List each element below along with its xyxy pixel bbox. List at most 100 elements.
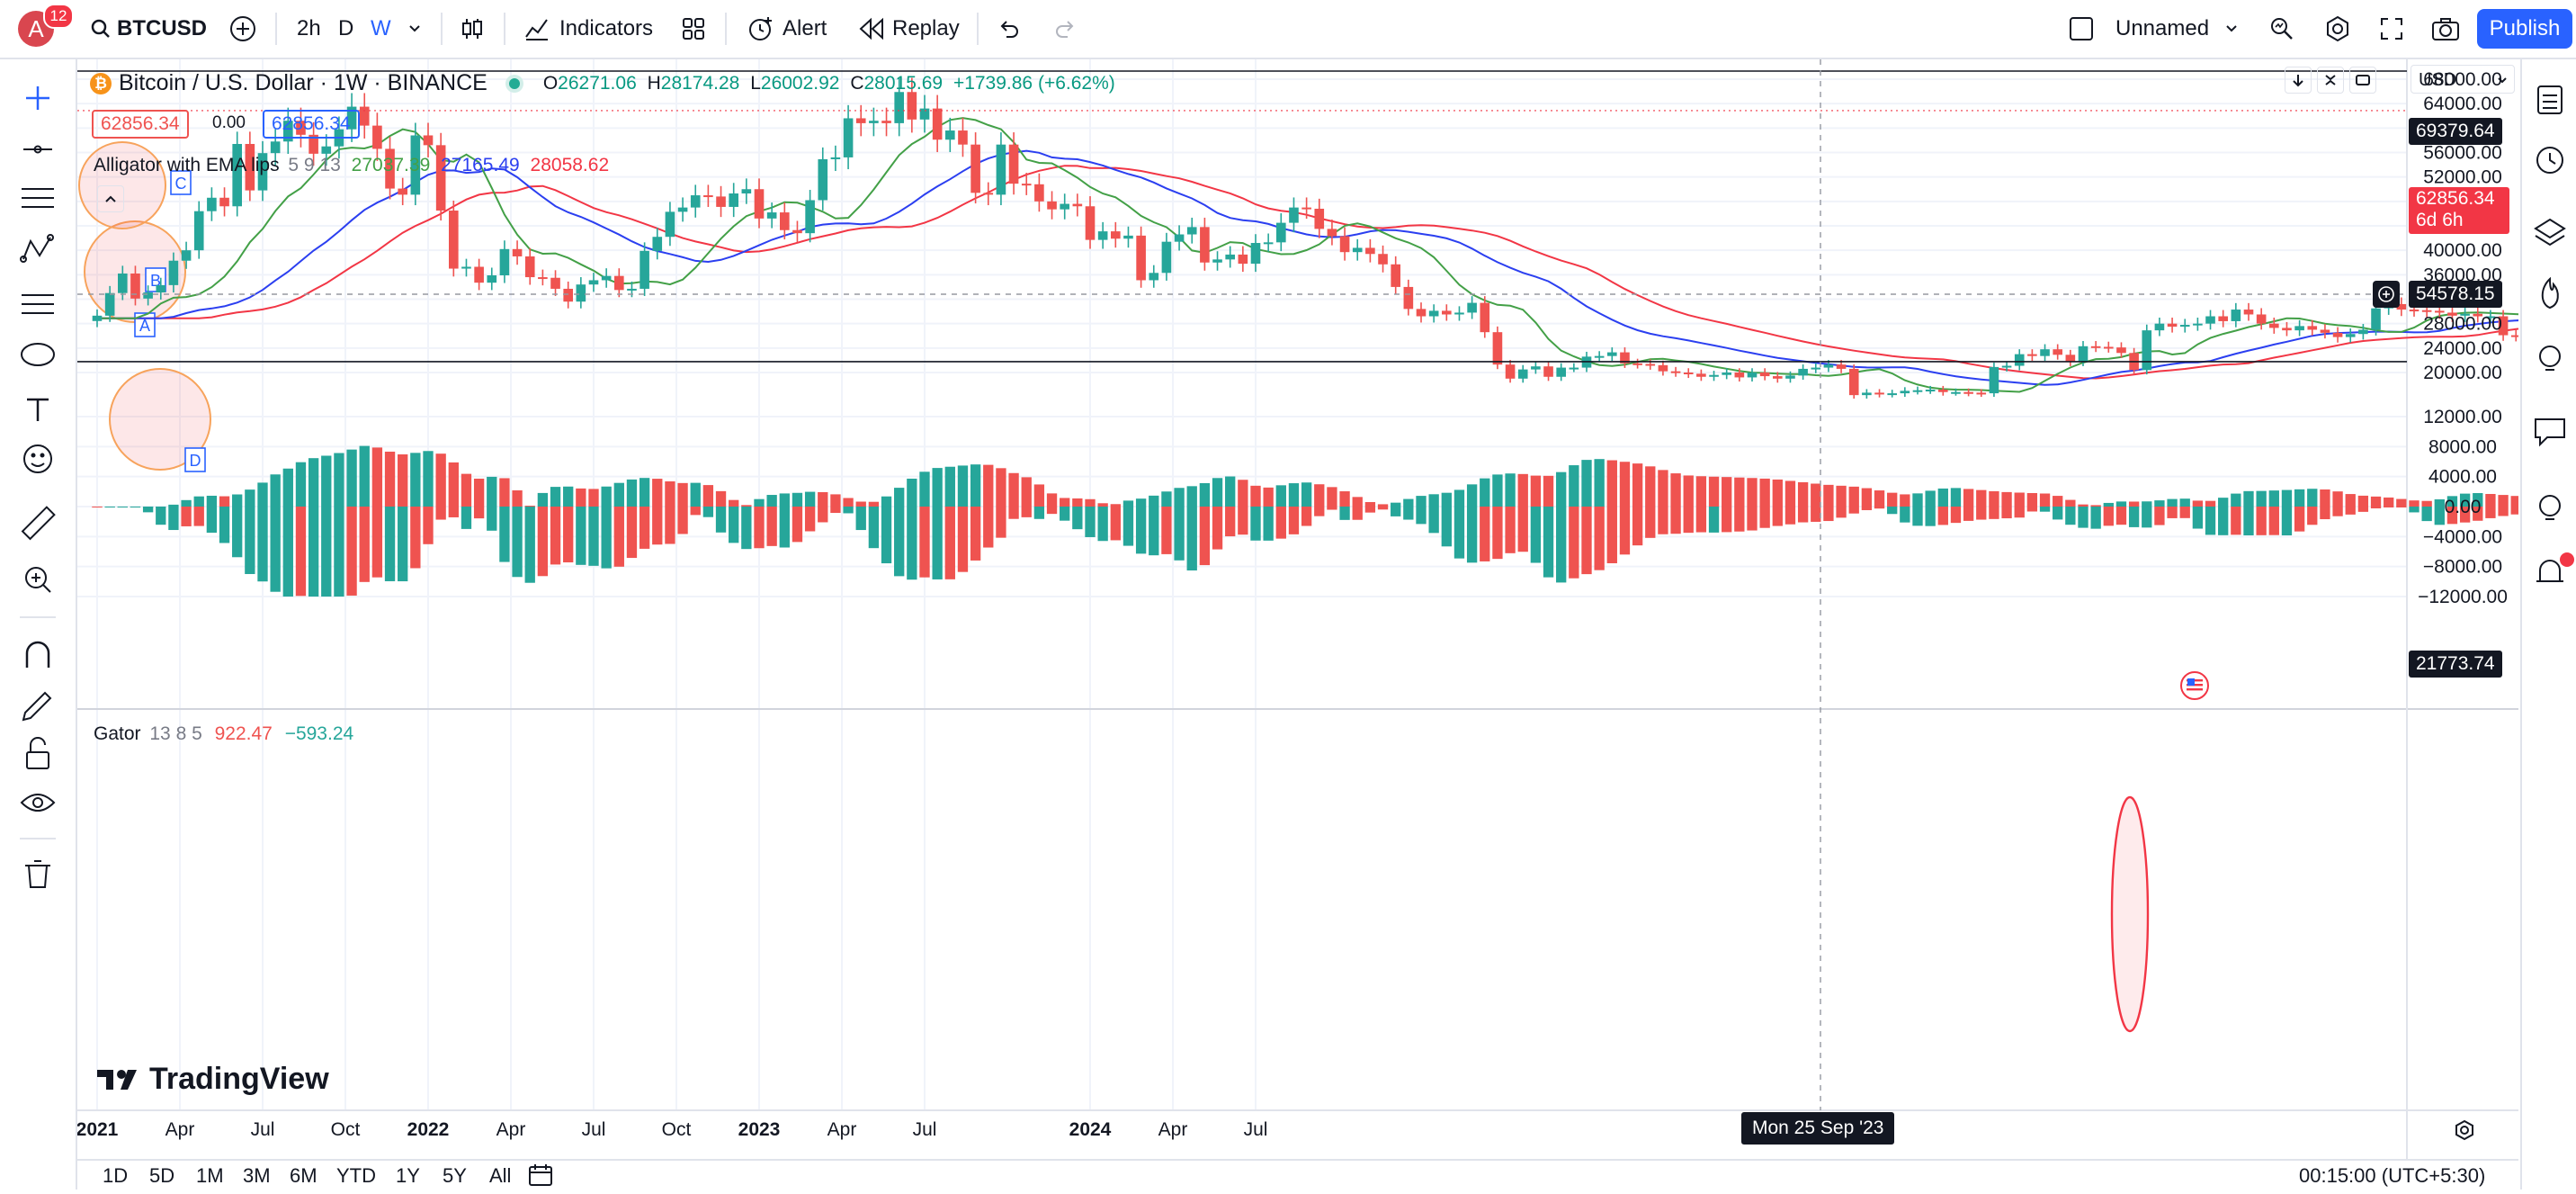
- range-button-1y[interactable]: 1Y: [396, 1164, 420, 1187]
- pattern-point-box[interactable]: [184, 447, 206, 472]
- pane-restore-button[interactable]: [2349, 67, 2376, 94]
- emoji-tool-icon[interactable]: [23, 444, 52, 473]
- candle-body: [2320, 329, 2330, 333]
- candle-body: [2460, 313, 2470, 316]
- horizontal-lines-tool-icon[interactable]: [22, 188, 54, 208]
- symbol-legend[interactable]: ₿ Bitcoin / U.S. Dollar · 1W · BINANCE O…: [90, 70, 1115, 96]
- pane-down-button[interactable]: [2285, 67, 2312, 94]
- gator-legend[interactable]: Gator 13 8 5 922.47 −593.24: [94, 723, 353, 745]
- gator-lower-bar: [2090, 507, 2101, 529]
- stay-in-drawing-mode-icon[interactable]: [22, 691, 52, 722]
- notifications-badge[interactable]: 12: [43, 4, 74, 29]
- range-button-all[interactable]: All: [489, 1164, 512, 1187]
- timezone-clock[interactable]: 00:15:00 (UTC+5:30): [2299, 1164, 2486, 1187]
- time-axis-settings-button[interactable]: [2452, 1118, 2477, 1143]
- collapse-legend-button[interactable]: [97, 185, 124, 212]
- pattern-circle[interactable]: [109, 368, 211, 471]
- shapes-tool-icon[interactable]: [21, 343, 55, 366]
- horizontal-lines[interactable]: [77, 70, 2407, 363]
- range-button-5y[interactable]: 5Y: [443, 1164, 467, 1187]
- text-tool-icon[interactable]: [27, 398, 49, 421]
- candle-body: [576, 284, 586, 302]
- gator-upper-bar: [2026, 492, 2038, 507]
- tradingview-watermark[interactable]: TradingView: [97, 1062, 329, 1097]
- gator-upper-bar: [2294, 489, 2305, 507]
- range-button-1d[interactable]: 1D: [103, 1164, 129, 1187]
- range-button-ytd[interactable]: YTD: [336, 1164, 376, 1187]
- interval-d-button[interactable]: D: [338, 16, 354, 40]
- ruler-tool-icon[interactable]: [21, 506, 56, 541]
- compare-symbol-button[interactable]: [228, 14, 257, 43]
- gator-upper-bar: [384, 451, 396, 507]
- fib-tool-icon[interactable]: [22, 294, 54, 314]
- range-button-3m[interactable]: 3M: [243, 1164, 271, 1187]
- pattern-point-box[interactable]: [170, 170, 192, 195]
- select-layout-checkbox[interactable]: [2067, 14, 2096, 43]
- gator-tick-label: −8000.00: [2423, 557, 2502, 578]
- undo-button[interactable]: [995, 14, 1024, 43]
- candles-layer[interactable]: [92, 77, 2518, 399]
- pane-maximize-button[interactable]: [2317, 67, 2344, 94]
- alligator-legend[interactable]: Alligator with EMA lips 5 9 13 27037.39 …: [94, 155, 609, 176]
- symbol-search-button[interactable]: BTCUSD: [90, 0, 207, 58]
- interval-w-button[interactable]: W: [371, 16, 391, 40]
- layout-name-button[interactable]: Unnamed: [2115, 0, 2240, 58]
- chart-type-button[interactable]: [457, 14, 487, 43]
- snapshot-button[interactable]: [2430, 14, 2461, 43]
- gator-lower-bar: [1683, 507, 1694, 534]
- settings-button[interactable]: [2322, 14, 2353, 43]
- alert-button[interactable]: Alert: [747, 0, 827, 58]
- crosshair-tool-icon[interactable]: [26, 86, 49, 110]
- clock-icon[interactable]: [2536, 147, 2563, 174]
- trash-icon[interactable]: [25, 860, 50, 888]
- fullscreen-button[interactable]: [2376, 14, 2407, 43]
- crosshair-add-button[interactable]: [2373, 281, 2400, 308]
- interval-2h-button[interactable]: 2h: [297, 16, 321, 40]
- templates-button[interactable]: [678, 14, 709, 43]
- gator-upper-bar: [1683, 475, 1694, 507]
- currency-selector[interactable]: USD: [2411, 65, 2515, 94]
- gator-upper-bar: [1416, 496, 1427, 507]
- range-button-6m[interactable]: 6M: [290, 1164, 318, 1187]
- range-button-1m[interactable]: 1M: [196, 1164, 224, 1187]
- candle-body: [1378, 254, 1388, 265]
- range-button-5d[interactable]: 5D: [149, 1164, 175, 1187]
- gator-upper-bar: [1352, 497, 1363, 507]
- indicators-button[interactable]: Indicators: [523, 0, 653, 58]
- candle-body: [1250, 243, 1261, 265]
- pattern-tool-icon[interactable]: [20, 234, 54, 263]
- watchlist-icon[interactable]: [2537, 85, 2563, 114]
- candle-body: [1607, 352, 1617, 356]
- idea-stream-icon[interactable]: [2539, 495, 2561, 520]
- notification-bell-icon[interactable]: [2536, 560, 2563, 582]
- layers-icon[interactable]: [2534, 218, 2566, 247]
- ideas-lightbulb-icon[interactable]: [2539, 346, 2561, 371]
- gator-lower-bar: [2510, 507, 2518, 515]
- publish-button[interactable]: Publish: [2477, 9, 2572, 49]
- bid-price-box[interactable]: 62856.34: [92, 110, 189, 139]
- watermark-text: TradingView: [149, 1062, 329, 1096]
- redo-button[interactable]: [1051, 14, 1079, 43]
- interval-dropdown-button[interactable]: [407, 0, 423, 58]
- events-flag-icon[interactable]: [2180, 671, 2209, 700]
- goto-date-button[interactable]: [527, 1163, 554, 1193]
- hide-drawings-icon[interactable]: [20, 794, 56, 812]
- gator-lower-bar: [613, 507, 624, 567]
- trend-line-tool-icon[interactable]: [23, 145, 52, 154]
- price-tick-label: 56000.00: [2423, 143, 2502, 164]
- replay-button[interactable]: Replay: [858, 0, 960, 58]
- candle-body: [830, 157, 841, 159]
- hotlist-fire-icon[interactable]: [2541, 276, 2559, 310]
- ask-price-box[interactable]: 62856.34: [263, 110, 360, 139]
- quick-search-button[interactable]: [2267, 14, 2297, 43]
- gator-upper-bar: [1658, 470, 1668, 507]
- lock-drawings-icon[interactable]: [26, 737, 49, 769]
- zoom-in-tool-icon[interactable]: [25, 567, 51, 593]
- chat-icon[interactable]: [2535, 418, 2565, 447]
- highlight-ellipse[interactable]: [2110, 795, 2150, 1033]
- magnet-tool-icon[interactable]: [25, 641, 50, 668]
- candle-body: [1722, 373, 1731, 375]
- symbol-label: BTCUSD: [117, 16, 207, 40]
